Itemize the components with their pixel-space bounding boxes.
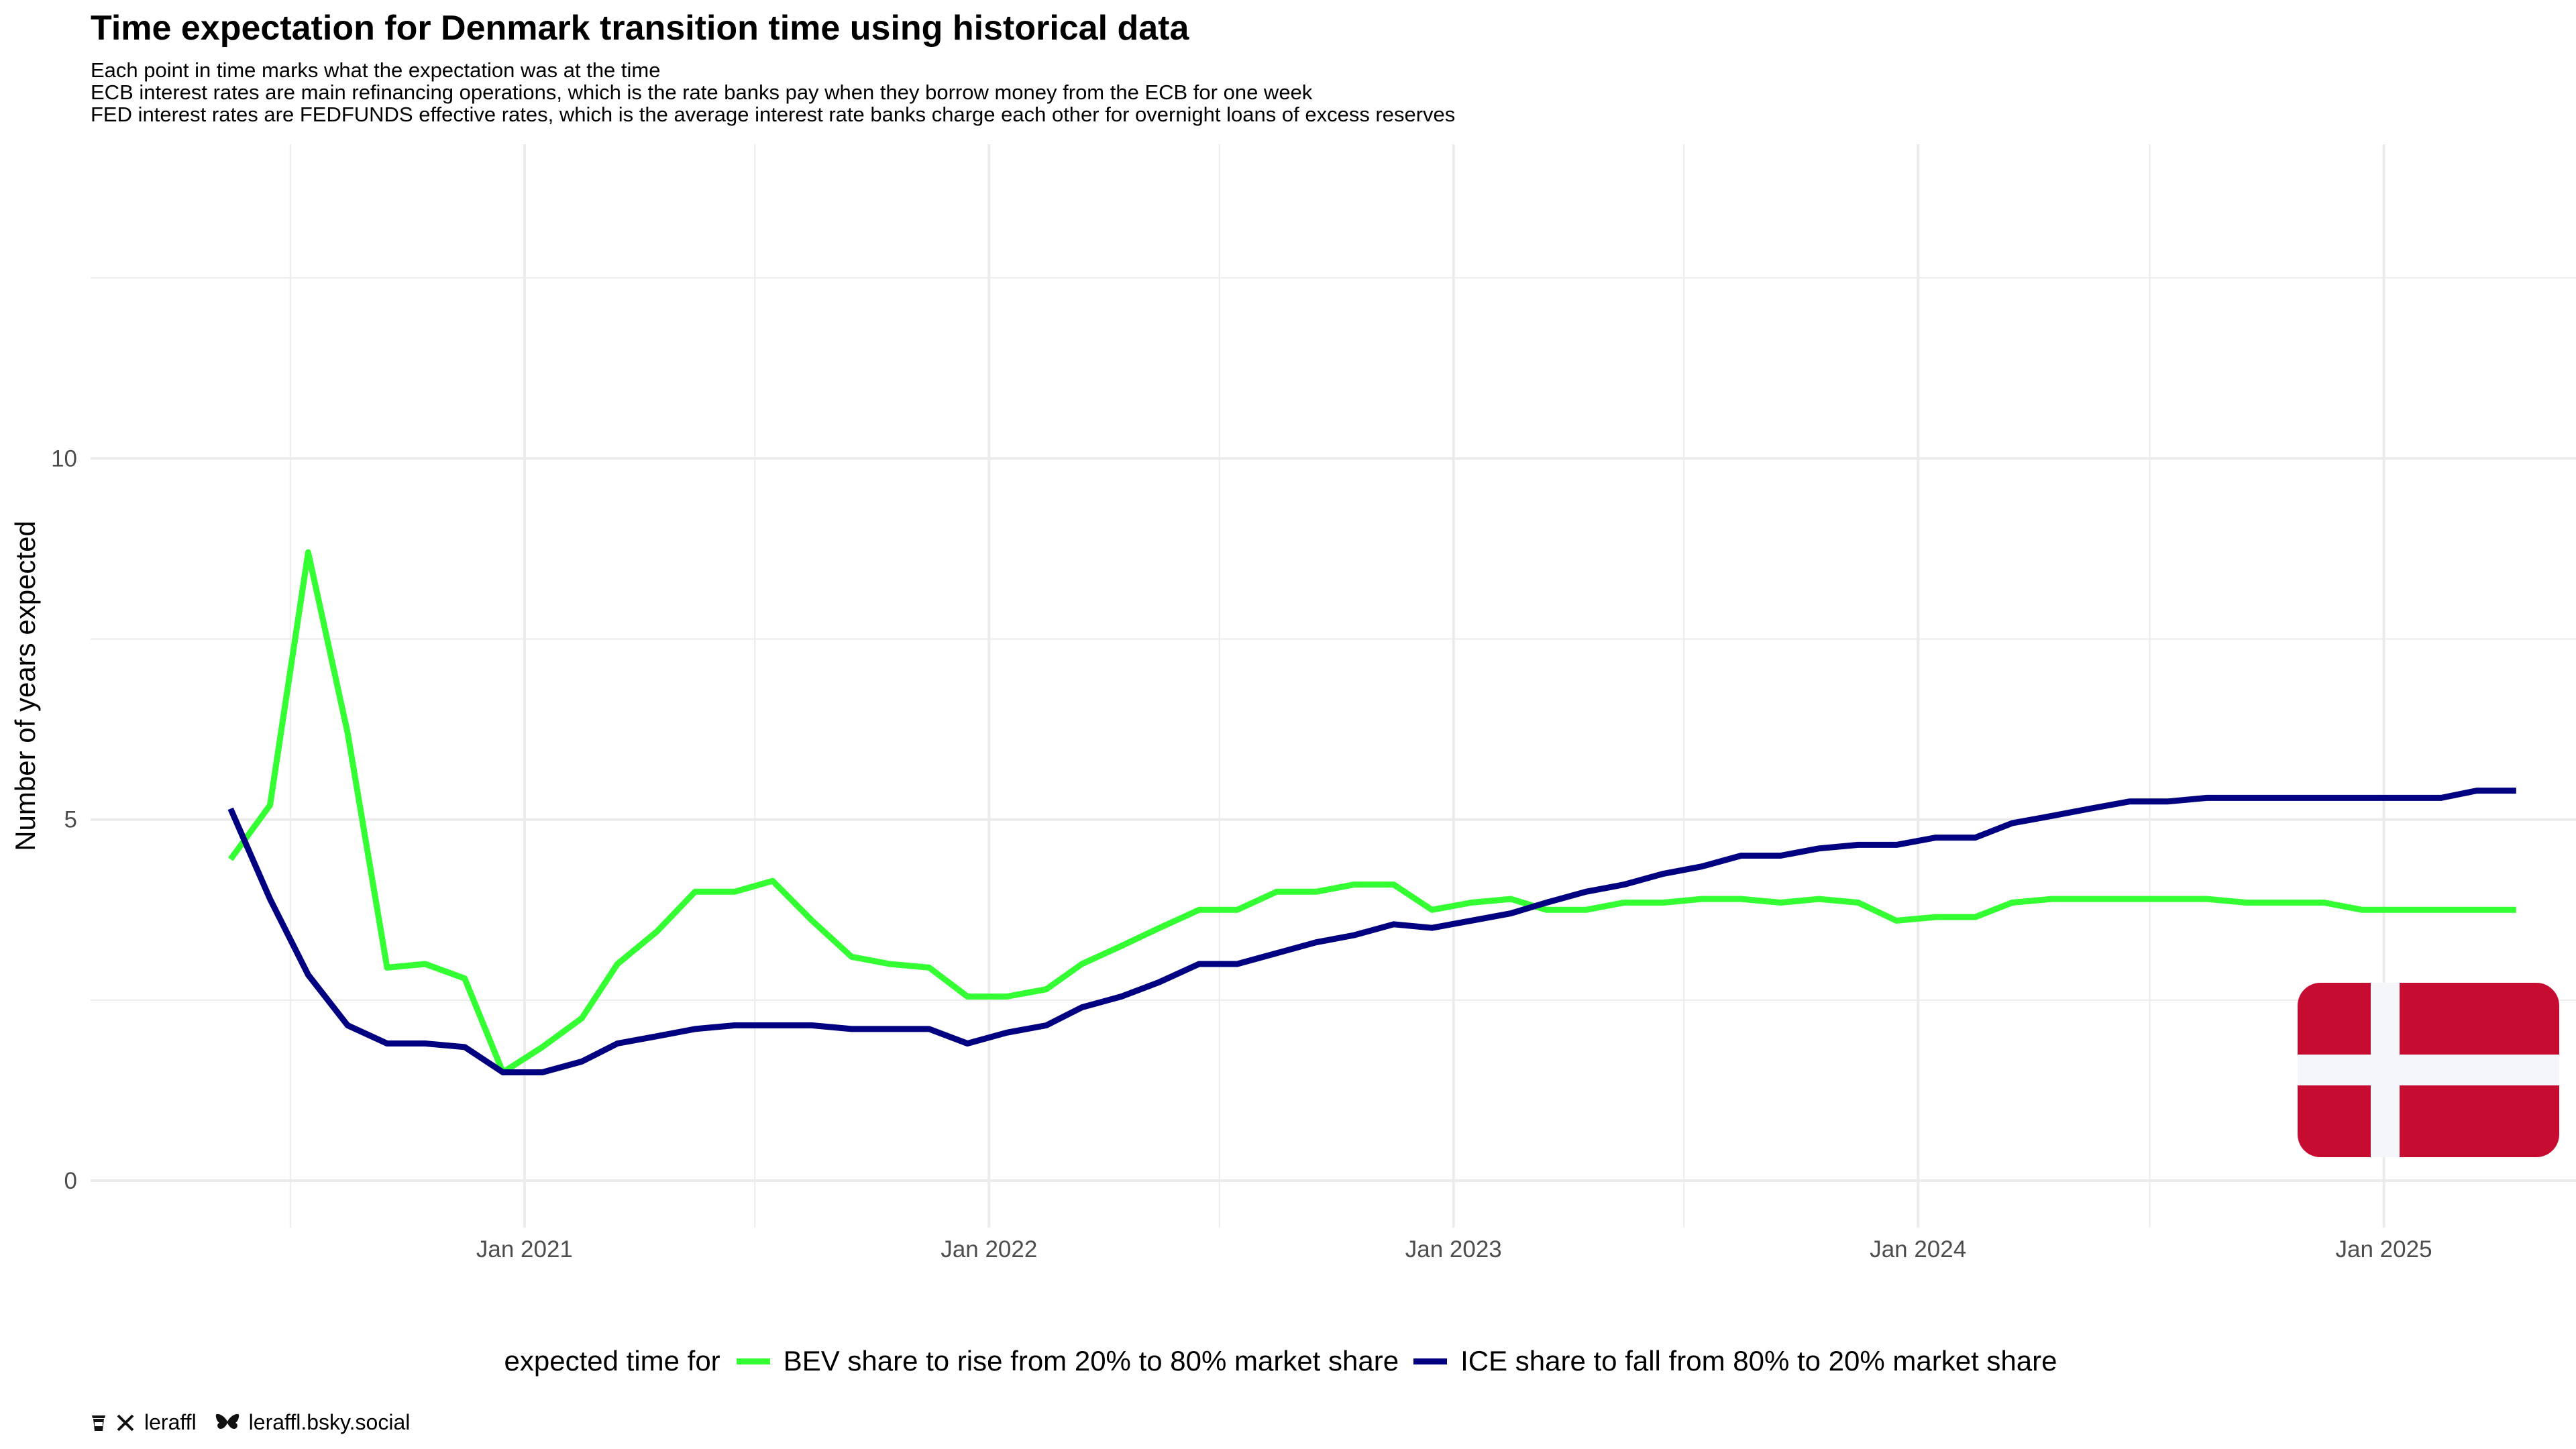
- legend-item-ice: ICE share to fall from 80% to 20% market…: [1413, 1345, 2057, 1377]
- x-tick-label: Jan 2025: [2336, 1236, 2432, 1263]
- chart-subtitle: Each point in time marks what the expect…: [91, 59, 1455, 125]
- flag-cross-horizontal: [2298, 1055, 2559, 1085]
- coffee-icon: [91, 1413, 107, 1433]
- chart-title: Time expectation for Denmark transition …: [91, 9, 1189, 48]
- legend: expected time for BEV share to rise from…: [0, 1345, 2576, 1377]
- flag-group: [2298, 983, 2559, 1157]
- butterfly-icon: [215, 1413, 239, 1433]
- grid-lines: [91, 144, 2576, 1228]
- legend-swatch-bev: [736, 1358, 770, 1364]
- x-tick-label: Jan 2022: [941, 1236, 1037, 1263]
- x-tick-label: Jan 2024: [1870, 1236, 1966, 1263]
- legend-label-bev: BEV share to rise from 20% to 80% market…: [783, 1345, 1399, 1377]
- legend-item-bev: BEV share to rise from 20% to 80% market…: [736, 1345, 1399, 1377]
- x-logo-icon: [116, 1413, 135, 1432]
- subtitle-line-1: Each point in time marks what the expect…: [91, 58, 661, 82]
- subtitle-line-3: FED interest rates are FEDFUNDS effectiv…: [91, 103, 1456, 126]
- x-tick-label: Jan 2021: [476, 1236, 573, 1263]
- denmark-flag-icon: [2298, 983, 2559, 1157]
- series-line-bev: [228, 549, 2516, 1075]
- caption: leraffl leraffl.bsky.social: [91, 1410, 429, 1435]
- caption-bluesky: leraffl.bsky.social: [248, 1410, 411, 1434]
- axis-labels: 0 5 10 Jan 2021 Jan 2022 Jan 2023 Jan 2024 Jan …: [9, 445, 2432, 1263]
- data-lines: [227, 549, 2516, 1075]
- series-line-ice: [227, 788, 2516, 1075]
- x-tick-label: Jan 2023: [1405, 1236, 1502, 1263]
- subtitle-line-2: ECB interest rates are main refinancing …: [91, 80, 1313, 104]
- y-tick-label: 5: [64, 807, 77, 833]
- legend-title: expected time for: [504, 1345, 720, 1377]
- legend-swatch-ice: [1413, 1358, 1448, 1364]
- y-axis-title: Number of years expected: [9, 521, 41, 851]
- legend-label-ice: ICE share to fall from 80% to 20% market…: [1460, 1345, 2057, 1377]
- y-tick-label: 10: [51, 445, 77, 472]
- y-tick-label: 0: [64, 1168, 77, 1194]
- caption-handle: leraffl: [144, 1410, 197, 1434]
